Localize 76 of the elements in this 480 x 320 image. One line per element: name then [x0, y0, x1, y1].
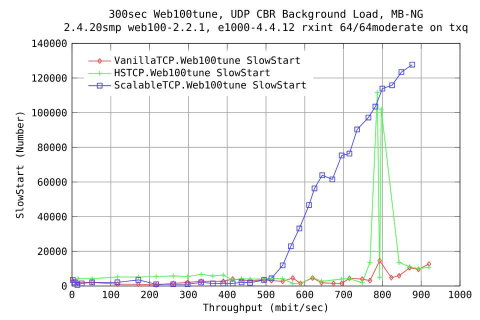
point: [312, 186, 318, 192]
point: [170, 273, 176, 279]
point: [238, 280, 244, 286]
point: [338, 152, 344, 158]
point: [306, 202, 312, 208]
x-tick-label: 700: [335, 290, 352, 298]
chart-title: 300sec Web100tune, UDP CBR Background Load, MB-NG: [109, 10, 423, 20]
point: [366, 114, 372, 120]
point: [338, 276, 344, 282]
chart-subtitle: 2.4.20smp web100-2.2.1, e1000-4.4.12 rxint 64/64moderate on txq: [64, 22, 468, 34]
point: [372, 104, 378, 110]
x-axis-title: Throughput (mbit/sec): [203, 303, 328, 314]
point: [339, 280, 344, 286]
point: [346, 150, 352, 156]
point: [359, 280, 366, 286]
point: [389, 82, 395, 88]
point: [136, 281, 141, 288]
x-tick-label: 200: [141, 290, 158, 298]
point: [290, 280, 296, 286]
point: [210, 280, 216, 286]
point: [136, 277, 142, 283]
y-tick-label: 0: [62, 282, 67, 290]
legend-label: ScalableTCP.Web100tune SlowStart: [114, 80, 306, 89]
point: [319, 172, 326, 178]
point: [354, 126, 360, 132]
point: [280, 262, 286, 268]
point: [409, 62, 416, 68]
point: [378, 106, 384, 112]
legend-label: HSTCP.Web100tune SlowStart: [114, 68, 270, 76]
point: [114, 274, 120, 280]
point: [376, 274, 382, 280]
point: [360, 276, 364, 282]
point: [396, 260, 402, 266]
point: [220, 272, 226, 278]
y-tick-label: 20000: [38, 248, 67, 256]
y-tick-label: 100000: [32, 108, 67, 116]
y-tick-label: 120000: [32, 74, 67, 82]
x-tick-label: 400: [218, 290, 236, 298]
x-tick-label: 800: [374, 290, 391, 298]
legend-label: VanillaTCP.Web100tune SlowStart: [114, 56, 300, 64]
point: [280, 276, 286, 282]
y-tick-label: 60000: [38, 178, 67, 186]
point: [398, 69, 404, 75]
point: [380, 86, 386, 92]
point: [331, 280, 336, 286]
x-tick-label: 500: [258, 290, 274, 298]
point: [78, 280, 85, 286]
point: [389, 274, 394, 280]
x-tick-label: 900: [412, 290, 430, 298]
point: [136, 274, 142, 280]
point: [89, 276, 95, 282]
x-tick-label: 100: [102, 290, 120, 298]
point: [230, 280, 236, 286]
point: [153, 274, 159, 280]
point: [290, 275, 295, 281]
point: [396, 272, 402, 279]
x-tick-label: 300: [180, 290, 197, 298]
point: [210, 273, 216, 279]
point: [368, 278, 372, 284]
point: [280, 278, 285, 284]
point: [288, 243, 294, 250]
point: [198, 272, 204, 278]
point: [367, 260, 373, 266]
point: [330, 176, 336, 182]
y-axis-title: SlowStart (Number): [16, 112, 25, 218]
point: [374, 90, 380, 96]
point: [74, 282, 80, 288]
point: [184, 274, 190, 280]
x-tick-label: 600: [296, 290, 314, 298]
y-tick-label: 140000: [32, 40, 67, 48]
y-tick-label: 40000: [38, 212, 67, 220]
x-tick-label: 1000: [449, 290, 472, 298]
point: [377, 258, 382, 264]
point: [296, 226, 302, 232]
y-tick-label: 80000: [38, 144, 67, 152]
x-tick-label: 0: [70, 290, 74, 298]
